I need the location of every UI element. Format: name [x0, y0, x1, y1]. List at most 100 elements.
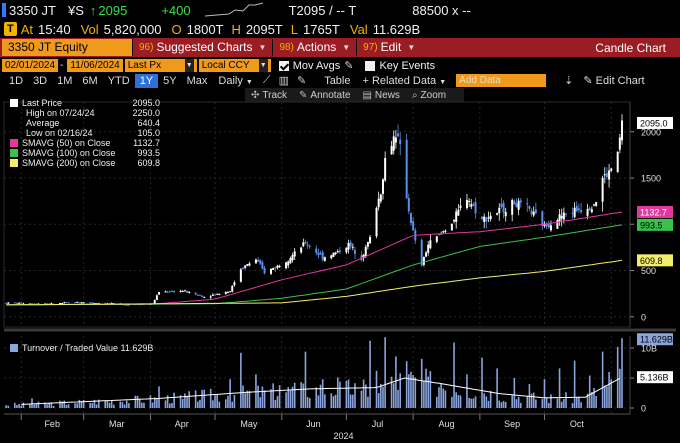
range-1d[interactable]: 1D	[9, 74, 24, 87]
volume-bar	[259, 397, 262, 408]
month-label: May	[240, 419, 258, 429]
down-arrow-icon[interactable]: ⇣	[564, 75, 574, 87]
volume-bar	[496, 368, 498, 408]
candle-body	[405, 139, 408, 199]
candle-body	[74, 302, 77, 304]
volume-bar	[601, 351, 604, 408]
edit-chart-button[interactable]: ✎ Edit Chart	[583, 74, 645, 87]
volume-bar	[125, 400, 128, 408]
month-label: Feb	[44, 419, 60, 429]
volume-bar	[354, 383, 356, 408]
price-field-select[interactable]: Last Px ▼	[124, 59, 197, 72]
legend-label: High on 07/24/24	[26, 108, 95, 118]
volume-bar	[22, 402, 25, 408]
sma-line	[6, 224, 623, 306]
volume-bar	[78, 399, 81, 408]
candle-body	[366, 242, 369, 247]
add-data-input[interactable]: Add Data	[456, 74, 547, 87]
volume-bar	[261, 386, 264, 408]
volume-bar	[276, 396, 279, 408]
sma100-label: 993.5	[640, 220, 663, 230]
volume-bar	[603, 385, 606, 408]
volume-bar	[149, 395, 152, 408]
trade-summary: T2095 / -- T	[288, 2, 357, 18]
track-tool[interactable]: ✣ Track	[251, 89, 288, 101]
volume-bar	[134, 395, 137, 408]
candle-body	[500, 203, 503, 207]
candle-body	[15, 302, 18, 304]
news-tool[interactable]: ▤ News	[362, 89, 400, 101]
range-ytd[interactable]: YTD	[107, 74, 130, 87]
table-button[interactable]: Table	[324, 74, 351, 87]
high-label: H	[231, 21, 241, 37]
range-1m[interactable]: 1M	[57, 74, 73, 87]
security-field[interactable]: 3350 JT Equity	[2, 39, 132, 56]
volume-bar	[248, 390, 251, 408]
suggested-charts-menu[interactable]: 96) Suggested Charts ▼	[139, 40, 267, 54]
bar-chart-icon[interactable]: ▥	[278, 75, 289, 87]
volume-bar	[138, 399, 141, 408]
candle-body	[28, 303, 31, 305]
volume-bar	[153, 397, 156, 408]
candle-body	[308, 245, 311, 247]
sma50-label: 1132.7	[640, 207, 667, 217]
annotate-tool[interactable]: ✎ Annotate	[299, 89, 351, 101]
period-select[interactable]: Daily ▼	[218, 74, 253, 87]
ticker: 3350 JT	[9, 2, 56, 18]
candle-body	[272, 268, 275, 270]
candle-body	[459, 205, 462, 208]
candle-body	[547, 223, 550, 228]
candle-body	[528, 206, 531, 209]
candle-body	[573, 207, 576, 218]
volume-bar	[173, 392, 175, 408]
open: 1800T	[186, 21, 224, 37]
range-3d[interactable]: 3D	[33, 74, 48, 87]
candle-body	[485, 217, 488, 222]
start-date-field[interactable]: 02/01/2024	[2, 59, 59, 72]
related-data-button[interactable]: + Related Data ▼	[362, 74, 447, 87]
legend-entry: SMAVG (200) on Close 609.8	[10, 158, 160, 168]
candle-body	[155, 295, 158, 300]
actions-menu[interactable]: 98) Actions ▼	[279, 40, 351, 54]
volume-bar	[158, 386, 160, 408]
legend-swatch	[10, 99, 18, 107]
candle-body	[302, 242, 305, 247]
line-chart-icon[interactable]: ⟋	[262, 74, 271, 86]
volume-bar	[395, 356, 397, 408]
currency-select[interactable]: Local CCY ▼	[198, 59, 271, 72]
candle-body	[67, 302, 70, 304]
candle-body	[468, 200, 471, 203]
edit-menu[interactable]: 97) Edit ▼	[363, 40, 416, 54]
candle-body	[334, 252, 337, 255]
candle-body	[37, 303, 40, 305]
volume-bar	[547, 402, 550, 408]
key-events-checkbox[interactable]	[365, 60, 376, 71]
zoom-tool[interactable]: ⌕ Zoom	[411, 89, 447, 101]
drawing-icon[interactable]: ✎	[296, 75, 307, 87]
range-max[interactable]: Max	[186, 74, 208, 87]
mov-avgs-checkbox[interactable]	[278, 60, 289, 71]
candle-body	[586, 208, 589, 216]
candle-body	[201, 295, 204, 297]
sma100-label-tag	[637, 218, 673, 231]
volume-bar	[500, 402, 503, 408]
legend-value: 1132.7	[133, 138, 160, 148]
range-5y[interactable]: 5Y	[163, 74, 177, 87]
volume-bar	[453, 342, 455, 408]
volume-bar	[240, 352, 242, 408]
volume-bar	[5, 405, 7, 408]
volume-bar	[535, 399, 537, 408]
caret-down-icon: ▼	[407, 43, 416, 52]
candle-body	[450, 223, 453, 231]
volume-bar	[377, 393, 380, 408]
pencil-icon[interactable]: ✎	[344, 60, 354, 72]
volume-bar	[336, 377, 339, 408]
end-date-field[interactable]: 11/06/2024	[67, 59, 123, 72]
candle-body	[97, 303, 100, 305]
candle-body	[186, 290, 189, 293]
range-1y[interactable]: 1Y	[134, 73, 159, 88]
range-6m[interactable]: 6M	[82, 74, 98, 87]
bid-ask: 88500 x --	[412, 2, 471, 18]
volume-bar	[438, 387, 440, 408]
